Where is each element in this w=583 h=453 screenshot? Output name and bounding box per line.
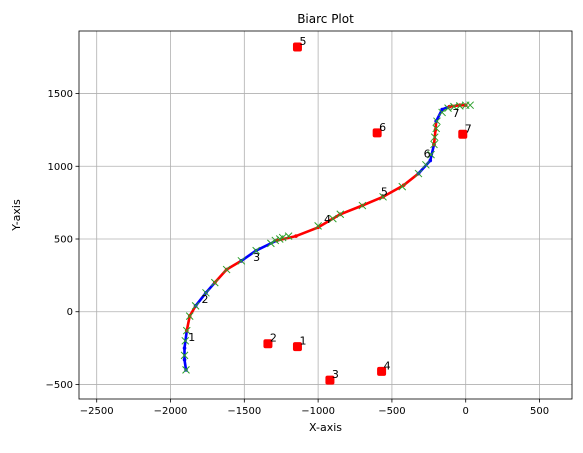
- x-axis-label: X-axis: [309, 421, 342, 434]
- x-marker: [358, 201, 367, 210]
- y-tick-label: 1000: [48, 162, 73, 173]
- arc-sample-point: [440, 107, 444, 112]
- y-axis-label: Y-axis: [10, 199, 23, 232]
- x-marker: [191, 302, 200, 310]
- x-marker: [422, 160, 430, 169]
- arc-sample-point: [458, 103, 462, 107]
- y-tick-label: 0: [67, 307, 73, 318]
- control-point: [292, 342, 302, 352]
- control-point: [292, 42, 302, 52]
- arc-sample-point: [182, 346, 187, 350]
- x-marker: [278, 233, 287, 242]
- control-point-label: 1: [299, 335, 306, 348]
- x-marker: [466, 101, 475, 110]
- x-marker: [314, 222, 322, 230]
- control-point-label: 2: [270, 332, 277, 345]
- control-point: [458, 129, 468, 139]
- y-tick-label: 1500: [48, 89, 73, 100]
- arc-sample-point: [182, 357, 187, 362]
- control-point: [325, 375, 335, 385]
- control-point: [372, 128, 382, 138]
- x-marker: [438, 108, 446, 117]
- x-marker: [181, 336, 190, 345]
- x-tick-label: 0: [463, 406, 469, 417]
- ticks: −2500 −2000 −1500 −1000 −500 0 500 −500 0 500 1000…: [46, 89, 550, 417]
- arc-segment: [183, 329, 189, 372]
- x-marker: [427, 150, 435, 159]
- curve-point-label: 7: [452, 107, 459, 120]
- x-marker: [180, 351, 189, 360]
- y-tick-label: −500: [46, 380, 73, 391]
- x-marker: [336, 210, 345, 219]
- y-tick-label: 500: [54, 235, 73, 246]
- point-labels: 1 2 3 4 5 6 7 1 2 3 4 5 6 7: [188, 35, 472, 381]
- x-marker: [432, 124, 441, 133]
- curve-point-label: 3: [253, 251, 260, 264]
- x-marker: [210, 278, 219, 287]
- control-point-label: 3: [332, 368, 339, 381]
- control-point-label: 4: [384, 359, 391, 372]
- x-marker: [182, 366, 190, 374]
- x-marker: [444, 104, 452, 112]
- x-tick-label: −2000: [154, 406, 188, 417]
- x-marker: [271, 236, 280, 245]
- x-marker: [202, 288, 210, 297]
- axes-frame: [78, 30, 573, 400]
- arc-sample-point: [434, 119, 439, 123]
- x-marker: [433, 117, 441, 126]
- x-marker: [414, 169, 423, 178]
- x-marker: [182, 326, 191, 335]
- x-marker: [329, 214, 337, 223]
- x-marker: [237, 256, 246, 265]
- control-point: [377, 366, 387, 376]
- x-marker: [267, 239, 275, 248]
- curve-point-label: 6: [424, 148, 431, 161]
- control-points: [263, 42, 468, 385]
- curve-markers: [180, 101, 475, 374]
- curve-point-label: 2: [202, 293, 209, 306]
- chart-title: Biarc Plot: [297, 12, 354, 26]
- x-marker: [284, 232, 293, 240]
- x-tick-label: −2500: [80, 406, 114, 417]
- grid: [79, 31, 572, 399]
- x-tick-label: −500: [378, 406, 405, 417]
- control-point-label: 7: [465, 122, 472, 135]
- x-tick-label: −1000: [301, 406, 335, 417]
- control-point: [263, 339, 273, 349]
- control-point-label: 5: [299, 35, 306, 48]
- x-marker: [222, 265, 231, 274]
- x-marker: [398, 182, 407, 191]
- x-tick-label: −1500: [227, 406, 261, 417]
- control-point-label: 6: [379, 121, 386, 134]
- curve-point-label: 5: [381, 185, 388, 198]
- x-marker: [252, 246, 260, 255]
- arc-sample-point: [294, 234, 298, 238]
- x-tick-label: 500: [530, 406, 549, 417]
- curve-point-label: 4: [324, 213, 331, 226]
- x-marker: [185, 312, 194, 320]
- x-marker: [430, 133, 439, 142]
- curve-point-label: 1: [188, 331, 195, 344]
- x-marker: [379, 192, 387, 201]
- x-marker: [430, 140, 438, 149]
